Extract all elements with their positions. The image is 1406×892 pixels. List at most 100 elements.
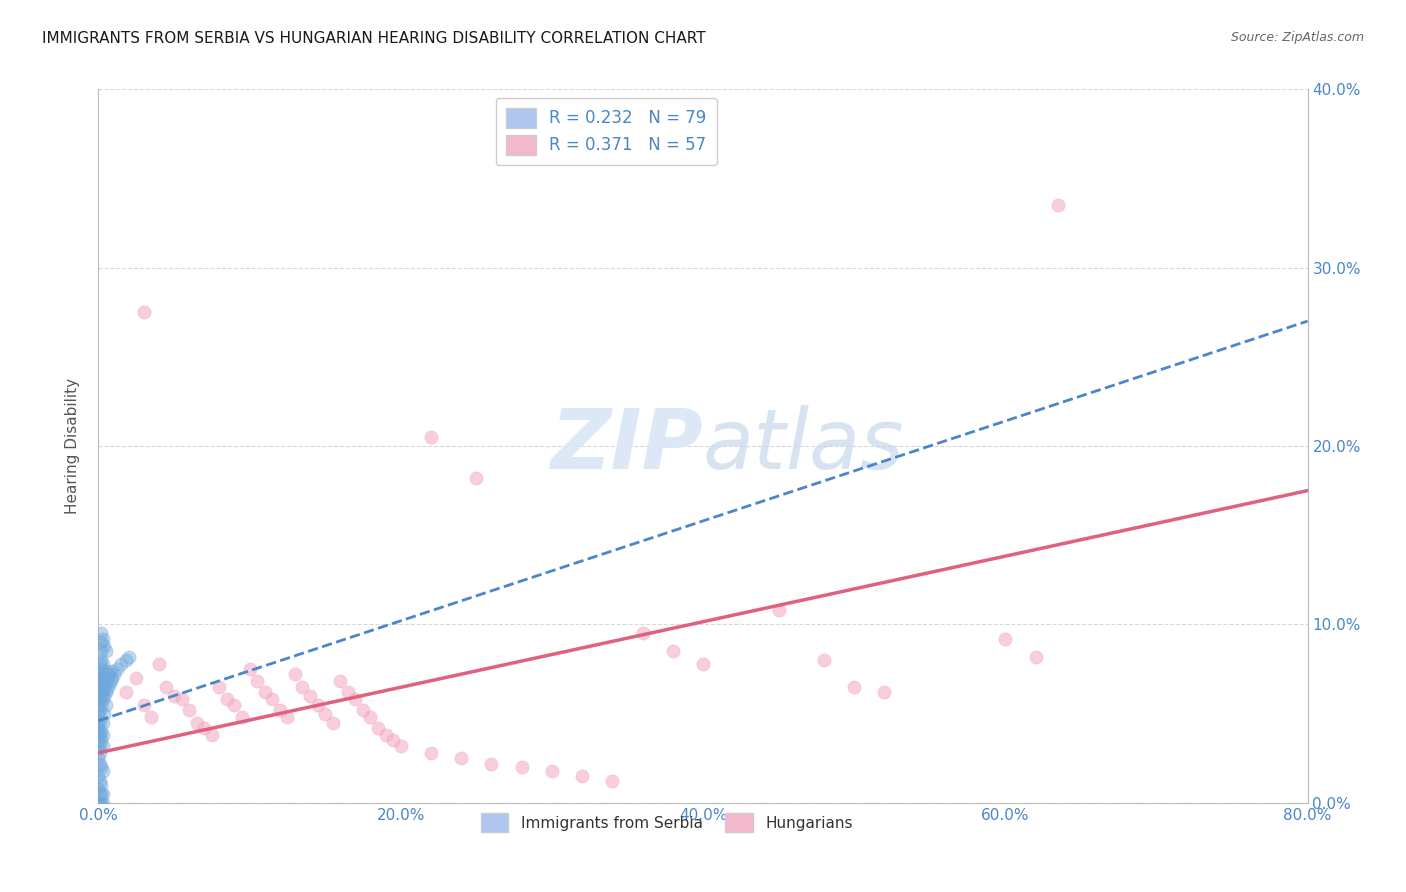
Point	[90, 760, 112, 774]
Point	[93, 671, 115, 685]
Point	[89, 667, 111, 681]
Point	[813, 653, 835, 667]
Point	[103, 667, 125, 681]
Point	[91, 657, 114, 671]
Point	[602, 774, 624, 789]
Point	[91, 665, 114, 680]
Point	[661, 644, 683, 658]
Point	[90, 653, 112, 667]
Point	[89, 796, 111, 810]
Point	[329, 674, 352, 689]
Point	[299, 689, 322, 703]
Point	[101, 671, 124, 685]
Y-axis label: Hearing Disability: Hearing Disability	[65, 378, 80, 514]
Point	[90, 635, 112, 649]
Point	[89, 774, 111, 789]
Point	[87, 724, 110, 739]
Point	[91, 715, 114, 730]
Point	[89, 714, 111, 728]
Point	[90, 689, 112, 703]
Point	[90, 644, 112, 658]
Point	[94, 698, 117, 712]
Point	[89, 739, 111, 753]
Point	[91, 683, 114, 698]
Point	[90, 796, 112, 810]
Legend: Immigrants from Serbia, Hungarians: Immigrants from Serbia, Hungarians	[475, 807, 859, 838]
Point	[90, 724, 112, 739]
Point	[768, 603, 790, 617]
Point	[91, 764, 114, 778]
Point	[98, 678, 121, 692]
Point	[141, 710, 163, 724]
Point	[246, 674, 269, 689]
Point	[510, 760, 533, 774]
Point	[132, 698, 155, 712]
Point	[291, 680, 314, 694]
Point	[224, 698, 246, 712]
Point	[96, 671, 118, 685]
Point	[208, 680, 231, 694]
Point	[114, 685, 136, 699]
Point	[89, 703, 111, 717]
Point	[90, 662, 112, 676]
Point	[87, 728, 110, 742]
Point	[193, 721, 215, 735]
Point	[360, 710, 382, 724]
Point	[692, 657, 714, 671]
Point	[93, 680, 115, 694]
Point	[314, 706, 336, 721]
Point	[91, 674, 114, 689]
Point	[89, 692, 111, 706]
Point	[420, 430, 443, 444]
Point	[118, 649, 141, 664]
Point	[420, 746, 443, 760]
Point	[89, 685, 111, 699]
Point	[91, 787, 114, 801]
Point	[262, 692, 284, 706]
Point	[87, 721, 110, 735]
Point	[89, 787, 111, 801]
Point	[873, 685, 896, 699]
Point	[481, 756, 503, 771]
Point	[90, 671, 112, 685]
Point	[114, 653, 136, 667]
Point	[201, 728, 224, 742]
Point	[631, 626, 654, 640]
Point	[1047, 198, 1070, 212]
Point	[91, 739, 114, 753]
Point	[90, 778, 112, 792]
Point	[90, 680, 112, 694]
Point	[186, 715, 208, 730]
Point	[87, 796, 110, 810]
Point	[1024, 649, 1046, 664]
Text: IMMIGRANTS FROM SERBIA VS HUNGARIAN HEARING DISABILITY CORRELATION CHART: IMMIGRANTS FROM SERBIA VS HUNGARIAN HEAR…	[42, 31, 706, 46]
Point	[87, 680, 110, 694]
Point	[215, 692, 238, 706]
Point	[94, 674, 117, 689]
Point	[98, 667, 121, 681]
Point	[110, 657, 132, 671]
Point	[571, 769, 593, 783]
Text: Source: ZipAtlas.com: Source: ZipAtlas.com	[1230, 31, 1364, 45]
Point	[239, 662, 262, 676]
Point	[87, 706, 110, 721]
Point	[389, 739, 412, 753]
Point	[105, 662, 128, 676]
Point	[87, 769, 110, 783]
Point	[90, 698, 112, 712]
Point	[89, 746, 111, 760]
Point	[540, 764, 562, 778]
Point	[89, 674, 111, 689]
Point	[132, 305, 155, 319]
Point	[87, 710, 110, 724]
Point	[90, 626, 112, 640]
Point	[94, 644, 117, 658]
Point	[94, 664, 117, 678]
Text: ZIP: ZIP	[550, 406, 703, 486]
Point	[87, 715, 110, 730]
Point	[89, 756, 111, 771]
Point	[148, 657, 170, 671]
Point	[87, 733, 110, 747]
Point	[276, 710, 298, 724]
Point	[100, 674, 122, 689]
